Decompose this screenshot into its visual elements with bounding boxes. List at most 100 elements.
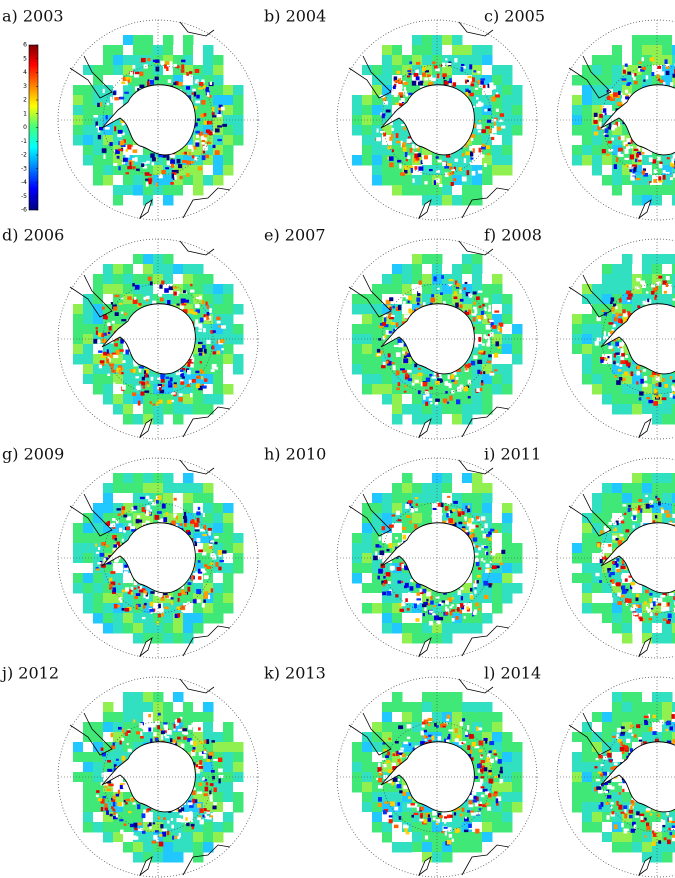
data-cell bbox=[352, 145, 363, 156]
speckle bbox=[192, 89, 195, 92]
speckle bbox=[117, 802, 122, 806]
data-cell bbox=[372, 314, 383, 325]
speckle bbox=[613, 324, 616, 327]
data-cell bbox=[103, 394, 114, 405]
data-cell bbox=[143, 473, 154, 484]
data-cell bbox=[372, 75, 383, 86]
data-cell bbox=[193, 404, 204, 415]
speckle bbox=[208, 752, 213, 756]
data-cell bbox=[652, 623, 663, 634]
speckle bbox=[422, 604, 426, 607]
data-cell bbox=[372, 145, 383, 156]
speckle bbox=[159, 400, 163, 404]
data-cell bbox=[93, 762, 104, 773]
data-cell bbox=[213, 374, 224, 385]
data-cell bbox=[642, 264, 653, 275]
data-cell bbox=[93, 165, 104, 176]
speckle bbox=[145, 373, 148, 377]
data-cell bbox=[662, 45, 673, 56]
speckle bbox=[418, 289, 422, 293]
speckle bbox=[478, 130, 481, 132]
speckle bbox=[635, 585, 638, 588]
speckle bbox=[654, 169, 658, 173]
speckle bbox=[600, 559, 603, 563]
speckle bbox=[492, 361, 495, 364]
speckle bbox=[408, 378, 412, 381]
speckle bbox=[93, 115, 98, 117]
data-cell bbox=[642, 473, 653, 484]
data-cell bbox=[422, 185, 433, 196]
speckle bbox=[501, 550, 505, 554]
data-cell bbox=[193, 55, 204, 66]
data-cell bbox=[73, 742, 84, 753]
speckle bbox=[418, 166, 423, 170]
data-cell bbox=[472, 55, 483, 66]
data-cell bbox=[502, 145, 513, 156]
speckle bbox=[599, 580, 602, 583]
speckle bbox=[211, 369, 215, 372]
speckle bbox=[179, 393, 183, 396]
data-cell bbox=[402, 284, 413, 295]
speckle bbox=[460, 587, 463, 590]
speckle bbox=[605, 135, 609, 138]
speckle bbox=[98, 135, 101, 139]
data-cell bbox=[582, 354, 593, 365]
data-cell bbox=[492, 294, 503, 305]
speckle bbox=[116, 759, 119, 761]
data-cell bbox=[372, 384, 383, 395]
speckle bbox=[127, 166, 132, 169]
speckle bbox=[641, 152, 645, 155]
data-cell bbox=[103, 45, 114, 56]
speckle bbox=[147, 81, 149, 86]
page: a) 2003b) 2004c) 2005d) 2006e) 2007f) 20… bbox=[0, 0, 675, 878]
speckle bbox=[488, 583, 491, 587]
speckle bbox=[448, 81, 451, 83]
data-cell bbox=[412, 513, 423, 524]
speckle bbox=[430, 298, 435, 303]
data-cell bbox=[442, 414, 453, 425]
data-cell bbox=[233, 125, 244, 136]
speckle bbox=[642, 67, 646, 70]
speckle bbox=[149, 609, 154, 612]
speckle bbox=[197, 791, 202, 793]
speckle bbox=[397, 519, 401, 521]
data-cell bbox=[482, 165, 493, 176]
speckle bbox=[416, 503, 418, 505]
speckle bbox=[148, 499, 152, 501]
speckle bbox=[453, 82, 457, 86]
speckle bbox=[110, 100, 114, 103]
speckle bbox=[106, 358, 109, 363]
data-cell bbox=[223, 822, 234, 833]
data-cell bbox=[233, 324, 244, 335]
data-cell bbox=[482, 284, 493, 295]
data-cell bbox=[372, 65, 383, 76]
data-cell bbox=[213, 523, 224, 534]
speckle bbox=[478, 291, 482, 293]
speckle bbox=[166, 512, 168, 515]
speckle bbox=[98, 798, 102, 801]
speckle bbox=[477, 575, 481, 578]
speckle bbox=[444, 381, 448, 385]
speckle bbox=[388, 543, 392, 548]
data-cell bbox=[612, 185, 623, 196]
data-cell bbox=[83, 354, 94, 365]
speckle bbox=[611, 138, 614, 141]
speckle bbox=[189, 152, 191, 157]
speckle bbox=[122, 539, 124, 542]
speckle bbox=[402, 351, 405, 354]
data-cell bbox=[352, 533, 363, 544]
speckle bbox=[133, 719, 135, 722]
speckle bbox=[662, 378, 665, 382]
speckle bbox=[202, 140, 205, 142]
data-cell bbox=[213, 613, 224, 624]
data-cell bbox=[103, 503, 114, 514]
speckle bbox=[112, 353, 116, 355]
data-cell bbox=[233, 762, 244, 773]
data-cell bbox=[602, 155, 613, 166]
speckle bbox=[608, 141, 612, 144]
speckle bbox=[198, 342, 203, 344]
speckle bbox=[484, 109, 487, 112]
speckle bbox=[204, 808, 207, 811]
speckle bbox=[395, 537, 398, 539]
speckle bbox=[407, 75, 410, 77]
